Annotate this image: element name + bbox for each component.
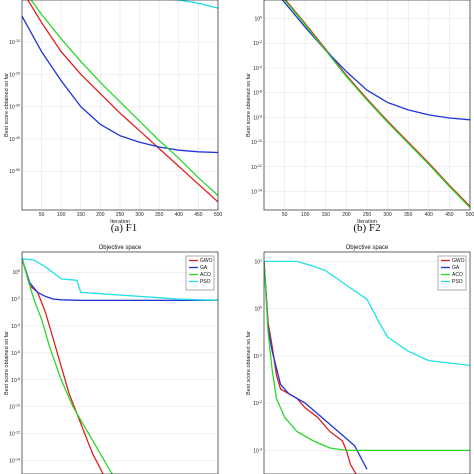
x-tick-label: 50 xyxy=(39,212,45,218)
y-axis-label: Best score obtained so far xyxy=(4,331,10,395)
x-tick-label: 250 xyxy=(363,212,372,218)
legend-label-gwo: GWO xyxy=(200,258,213,264)
plot-frame xyxy=(21,251,219,474)
chart-title: Objective space xyxy=(346,245,389,251)
plot-frame xyxy=(263,251,471,474)
x-tick-label: 450 xyxy=(445,212,454,218)
x-axis-label: Iteration xyxy=(110,219,130,225)
y-tick-label: 10-4 xyxy=(11,323,20,330)
y-tick-label: 10-30 xyxy=(9,104,20,111)
x-tick-label: 500 xyxy=(466,212,474,218)
y-tick-label: 10-1 xyxy=(253,353,262,360)
y-tick-label: 10-40 xyxy=(9,136,20,143)
y-axis-label: Best score obtained so far xyxy=(246,73,252,137)
x-tick-label: 300 xyxy=(135,212,144,218)
x-tick-label: 100 xyxy=(301,212,310,218)
caption-b: (b) F2 xyxy=(353,222,380,234)
series-line-aco xyxy=(30,0,218,196)
series-line-pso xyxy=(22,258,218,302)
x-tick-label: 350 xyxy=(404,212,413,218)
y-tick-label: 10-10 xyxy=(251,139,262,146)
y-tick-label: 10-12 xyxy=(251,164,262,171)
y-tick-label: 10-12 xyxy=(9,431,20,438)
x-tick-label: 150 xyxy=(322,212,331,218)
y-tick-label: 10-2 xyxy=(11,296,20,303)
y-tick-label: 10-6 xyxy=(253,90,262,97)
x-tick-label: 250 xyxy=(116,212,125,218)
y-tick-label: 10-8 xyxy=(11,377,20,384)
chart-title: Objective space xyxy=(99,245,142,251)
y-tick-label: 10-14 xyxy=(251,188,262,195)
plot-frame xyxy=(263,0,471,211)
legend-label-aco: ACO xyxy=(200,272,211,278)
y-tick-label: 10-10 xyxy=(9,404,20,411)
chart-panel-1: 50 100 150 200 250 300 350 400 450 500 10-10 10-20 1… xyxy=(4,0,222,225)
series-line-gwo xyxy=(284,0,470,207)
plot-area xyxy=(264,252,470,474)
chart-panel-4: 101 100 10-1 10-2 10-3 Best score obtained so… xyxy=(246,245,471,474)
x-tick-label: 400 xyxy=(175,212,184,218)
series-line-gwo xyxy=(27,0,218,203)
legend-label-pso: PSO xyxy=(452,279,463,285)
y-tick-label: 10-10 xyxy=(9,39,20,46)
x-tick-label: 200 xyxy=(96,212,105,218)
series-line-ga xyxy=(281,0,470,121)
chart-panel-3: 100 10-2 10-4 10-6 10-8 10-10 10-12 10-14 Best s… xyxy=(4,245,219,474)
y-tick-label: 10-50 xyxy=(9,168,20,175)
x-tick-label: 400 xyxy=(425,212,434,218)
legend-label-ga: GA xyxy=(452,265,460,271)
y-tick-label: 10-3 xyxy=(253,447,262,454)
series-line-ga xyxy=(22,15,218,154)
plot-frame xyxy=(21,0,219,211)
series-line-pso xyxy=(264,260,470,367)
caption-a: (a) F1 xyxy=(111,222,138,234)
x-tick-label: 50 xyxy=(282,212,288,218)
series-line-ga xyxy=(22,258,218,302)
y-tick-label: 10-8 xyxy=(253,114,262,121)
y-tick-label: 100 xyxy=(254,16,262,23)
y-tick-label: 10-6 xyxy=(11,350,20,357)
legend-box xyxy=(437,255,467,291)
legend-label-aco: ACO xyxy=(452,272,463,278)
series-line-pso xyxy=(170,0,218,9)
legend-label-pso: PSO xyxy=(200,279,211,285)
y-tick-label: 101 xyxy=(254,258,262,265)
series-line-aco xyxy=(22,258,113,474)
y-tick-label: 10-20 xyxy=(9,71,20,78)
chart-panel-2: 50 100 150 200 250 300 350 400 450 500 100 10-2 10-4… xyxy=(246,0,474,225)
x-tick-label: 200 xyxy=(342,212,351,218)
y-tick-label: 10-14 xyxy=(9,458,20,465)
x-axis-label: Iteration xyxy=(357,219,377,225)
series-line-aco xyxy=(264,261,470,452)
legend-box xyxy=(185,255,215,291)
y-tick-label: 100 xyxy=(254,306,262,313)
x-tick-label: 350 xyxy=(155,212,164,218)
y-tick-label: 100 xyxy=(12,269,20,276)
x-tick-label: 150 xyxy=(77,212,86,218)
legend-label-ga: GA xyxy=(200,265,208,271)
y-axis-label: Best score obtained so far xyxy=(4,73,10,137)
x-tick-label: 450 xyxy=(194,212,203,218)
y-tick-label: 10-4 xyxy=(253,65,262,72)
series-line-aco xyxy=(283,0,470,208)
y-tick-label: 10-2 xyxy=(253,40,262,47)
series-line-ga xyxy=(264,261,368,470)
x-tick-label: 100 xyxy=(57,212,66,218)
y-axis-label: Best score obtained so far xyxy=(246,331,252,395)
x-tick-label: 500 xyxy=(214,212,223,218)
x-tick-label: 300 xyxy=(383,212,392,218)
legend-label-gwo: GWO xyxy=(452,258,465,264)
series-line-gwo xyxy=(264,261,357,474)
y-tick-label: 10-2 xyxy=(253,400,262,407)
